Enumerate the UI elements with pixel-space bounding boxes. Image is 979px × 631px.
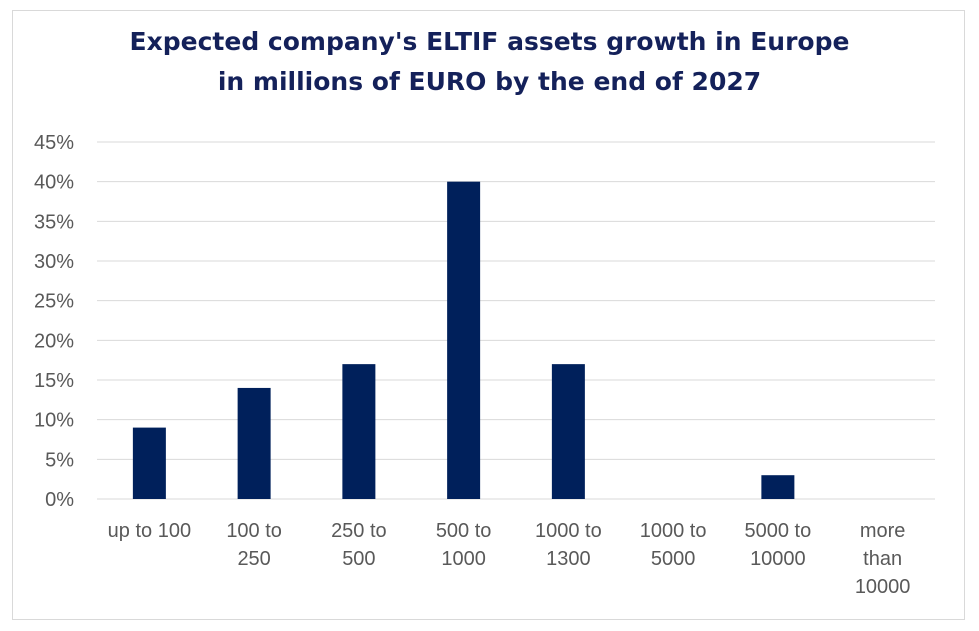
bar-3 xyxy=(447,181,481,499)
x-category-label: up to 100 xyxy=(108,520,191,542)
x-category-label-line: 5000 to xyxy=(745,520,812,542)
x-category-label-line: 1000 xyxy=(441,548,486,570)
x-category-label-line: 5000 xyxy=(651,548,696,570)
x-category-label: 100 to 250 xyxy=(226,520,282,570)
y-tick-label: 15% xyxy=(34,370,74,392)
chart-title: Expected company's ELTIF assets growth i… xyxy=(0,22,979,102)
y-tick-label: 10% xyxy=(34,410,74,432)
bar-1 xyxy=(237,387,271,499)
y-tick-label: 0% xyxy=(45,489,74,511)
bar-4 xyxy=(551,364,585,499)
x-category-label-line: 10000 xyxy=(750,548,806,570)
gridlines xyxy=(97,141,935,500)
x-category-label-line: more xyxy=(860,520,906,542)
x-category-label: 1000 to 5000 xyxy=(640,520,707,570)
y-tick-label: 40% xyxy=(34,172,74,194)
y-tick-label: 5% xyxy=(45,449,74,471)
bar-6 xyxy=(761,475,795,499)
y-tick-label: 25% xyxy=(34,291,74,313)
x-category-label: 5000 to 10000 xyxy=(745,520,812,570)
chart-frame xyxy=(12,10,965,620)
x-category-label-line: than xyxy=(863,548,902,570)
bars xyxy=(132,181,795,499)
y-tick-label: 30% xyxy=(34,251,74,273)
bar-0 xyxy=(132,427,166,499)
x-category-label-line: 100 to xyxy=(226,520,282,542)
x-category-label-line: 250 to xyxy=(331,520,387,542)
x-category-label-line: 1000 to xyxy=(535,520,602,542)
x-category-label-line: 1000 to xyxy=(640,520,707,542)
chart-title-line-2: in millions of EURO by the end of 2027 xyxy=(217,67,762,96)
x-category-label: more than 10000 xyxy=(855,520,911,598)
x-category-label-line: 1300 xyxy=(546,548,591,570)
x-category-label-line: 500 xyxy=(342,548,375,570)
y-tick-label: 35% xyxy=(34,211,74,233)
x-category-label: 500 to 1000 xyxy=(436,520,492,570)
y-axis-ticks: 0% 5% 10% 15% 20% 25% 30% 35% 40% 45% xyxy=(34,132,74,511)
x-category-label: 1000 to 1300 xyxy=(535,520,602,570)
x-category-label-line: up to 100 xyxy=(108,520,191,542)
x-category-label: 250 to 500 xyxy=(331,520,387,570)
y-tick-label: 45% xyxy=(34,132,74,154)
bar-2 xyxy=(342,364,376,499)
y-tick-label: 20% xyxy=(34,330,74,352)
x-category-label-line: 10000 xyxy=(855,576,911,598)
chart-title-line-1: Expected company's ELTIF assets growth i… xyxy=(129,27,850,56)
x-category-label-line: 500 to xyxy=(436,520,492,542)
x-category-label-line: 250 xyxy=(237,548,270,570)
x-axis-labels: up to 100 100 to 250 250 to 500 500 to 1000 100… xyxy=(108,520,911,598)
